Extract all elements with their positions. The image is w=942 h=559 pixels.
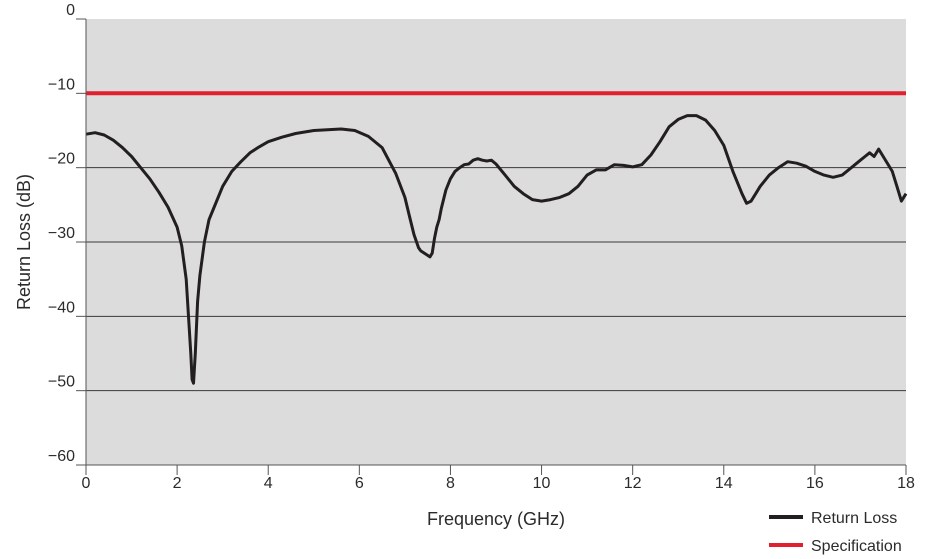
x-tick-label: 6 — [355, 475, 364, 492]
y-tick-label: −20 — [48, 151, 75, 168]
legend: Return Loss Specification — [769, 510, 902, 555]
x-tick-label: 10 — [533, 475, 551, 492]
y-tick-label: 0 — [66, 2, 75, 19]
y-tick-label: −50 — [48, 374, 75, 391]
x-tick-label: 8 — [446, 475, 455, 492]
x-axis-title: Frequency (GHz) — [427, 509, 565, 529]
x-tick-label: 12 — [624, 475, 642, 492]
y-tick-label: −10 — [48, 76, 75, 93]
y-tick-label: −30 — [48, 225, 75, 242]
series-line-return-loss — [85, 114, 908, 385]
y-axis-title: Return Loss (dB) — [14, 174, 34, 310]
x-tick-label: 14 — [715, 475, 733, 492]
x-tick-label: 0 — [82, 475, 91, 492]
y-tick-label: −60 — [48, 448, 75, 465]
legend-label-specification: Specification — [811, 538, 902, 555]
x-tick-label: 16 — [806, 475, 824, 492]
legend-label-return-loss: Return Loss — [811, 510, 897, 527]
y-tick-label: −40 — [48, 299, 75, 316]
series-layer — [85, 91, 908, 385]
x-tick-label: 18 — [897, 475, 915, 492]
x-axis-ticks: 0 2 4 6 8 10 12 14 16 18 — [82, 465, 915, 492]
x-tick-label: 2 — [173, 475, 182, 492]
y-axis-ticks: 0 −10 −20 −30 −40 −50 −60 — [48, 2, 86, 466]
x-tick-label: 4 — [264, 475, 273, 492]
